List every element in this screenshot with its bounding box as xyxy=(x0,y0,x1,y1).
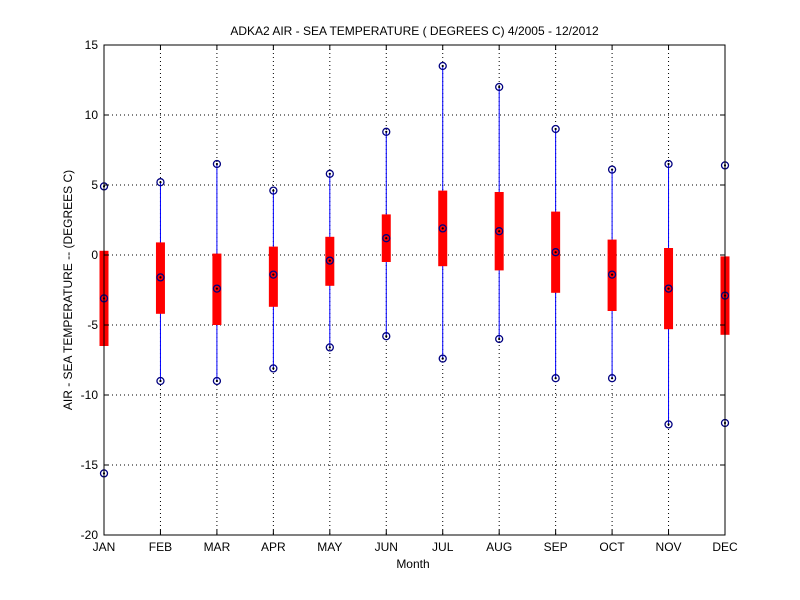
median-marker xyxy=(212,284,222,293)
x-axis-label: Month xyxy=(396,557,429,571)
min-marker xyxy=(156,376,165,386)
x-tick-label: MAR xyxy=(204,540,231,554)
min-marker xyxy=(438,354,447,363)
x-tick-label: SEP xyxy=(544,540,568,554)
y-tick-label: 0 xyxy=(91,248,98,262)
plot-frame xyxy=(103,44,726,536)
max-marker xyxy=(325,169,334,178)
min-marker xyxy=(495,334,504,344)
max-marker xyxy=(438,61,447,71)
median-marker-dot xyxy=(554,251,557,254)
x-ticks: JAN FEB MAR APR MAY JUN JUL AUG SEP OCT NOV DEC xyxy=(93,45,738,554)
plot-area xyxy=(104,45,725,535)
median-marker-dot xyxy=(441,227,444,230)
median-marker xyxy=(438,224,447,233)
y-ticks: -20 -15 -10 -5 0 5 10 15 xyxy=(81,38,725,542)
median-marker xyxy=(551,248,560,257)
max-marker xyxy=(382,127,391,136)
y-tick-label: -10 xyxy=(81,388,99,402)
max-marker-dot xyxy=(554,127,557,131)
min-marker-dot xyxy=(610,377,614,380)
min-marker xyxy=(325,343,334,352)
min-marker xyxy=(551,374,560,383)
min-marker xyxy=(607,374,617,383)
y-tick-label: -20 xyxy=(81,528,99,542)
max-marker xyxy=(607,165,617,174)
median-marker xyxy=(607,270,617,279)
min-marker xyxy=(382,332,391,341)
x-tick-label: JAN xyxy=(93,540,116,554)
x-tick-label: JUL xyxy=(432,540,454,554)
min-marker-dot xyxy=(554,377,557,380)
max-marker-dot xyxy=(159,181,162,184)
x-tick-label: JUN xyxy=(375,540,398,554)
min-marker-dot xyxy=(328,346,331,349)
max-marker-dot xyxy=(215,162,219,166)
min-marker-dot xyxy=(215,379,219,383)
min-marker xyxy=(269,364,278,373)
y-tick-label: 10 xyxy=(85,108,99,122)
max-marker-dot xyxy=(272,189,275,192)
max-marker xyxy=(664,159,673,169)
box-iqr xyxy=(268,246,278,307)
x-tick-label: APR xyxy=(261,540,286,554)
max-marker xyxy=(495,82,504,92)
min-marker xyxy=(212,376,222,386)
max-marker xyxy=(551,124,560,134)
median-marker-dot xyxy=(498,230,501,233)
min-marker-dot xyxy=(272,367,275,370)
max-marker-dot xyxy=(441,64,444,68)
median-marker xyxy=(664,284,673,293)
median-marker-dot xyxy=(328,259,331,262)
max-marker-dot xyxy=(610,168,614,171)
min-marker-dot xyxy=(667,423,670,426)
max-marker xyxy=(212,159,222,169)
median-marker-dot xyxy=(272,273,275,276)
max-marker-dot xyxy=(498,85,501,89)
y-tick-label: -15 xyxy=(81,458,99,472)
max-marker-dot xyxy=(385,130,388,133)
max-marker xyxy=(269,186,278,195)
min-marker-dot xyxy=(385,335,388,338)
x-tick-label: FEB xyxy=(149,540,172,554)
max-marker xyxy=(156,178,165,187)
x-tick-label: OCT xyxy=(599,540,625,554)
median-marker-dot xyxy=(159,276,162,279)
median-marker-dot xyxy=(215,287,219,290)
min-marker-dot xyxy=(498,337,501,341)
median-marker xyxy=(382,234,391,243)
median-marker xyxy=(269,270,278,279)
y-tick-label: -5 xyxy=(87,318,98,332)
min-marker xyxy=(664,420,673,429)
median-marker xyxy=(156,273,165,282)
y-tick-label: 15 xyxy=(85,38,99,52)
max-marker-dot xyxy=(328,172,331,175)
median-marker xyxy=(325,256,334,265)
max-marker-dot xyxy=(667,162,670,166)
y-axis-label: AIR - SEA TEMPERATURE -- (DEGREES C) xyxy=(61,170,75,410)
median-marker xyxy=(495,227,504,236)
median-marker-dot xyxy=(667,287,670,290)
median-marker-dot xyxy=(610,273,614,276)
min-marker-dot xyxy=(159,379,162,383)
median-marker-dot xyxy=(385,237,388,240)
min-marker-dot xyxy=(441,357,444,360)
chart-title: ADKA2 AIR - SEA TEMPERATURE ( DEGREES C)… xyxy=(230,24,599,38)
x-tick-label: AUG xyxy=(486,540,512,554)
y-tick-label: 5 xyxy=(91,178,98,192)
x-tick-label: NOV xyxy=(656,540,682,554)
x-tick-label: MAY xyxy=(317,540,342,554)
x-tick-label: DEC xyxy=(712,540,738,554)
